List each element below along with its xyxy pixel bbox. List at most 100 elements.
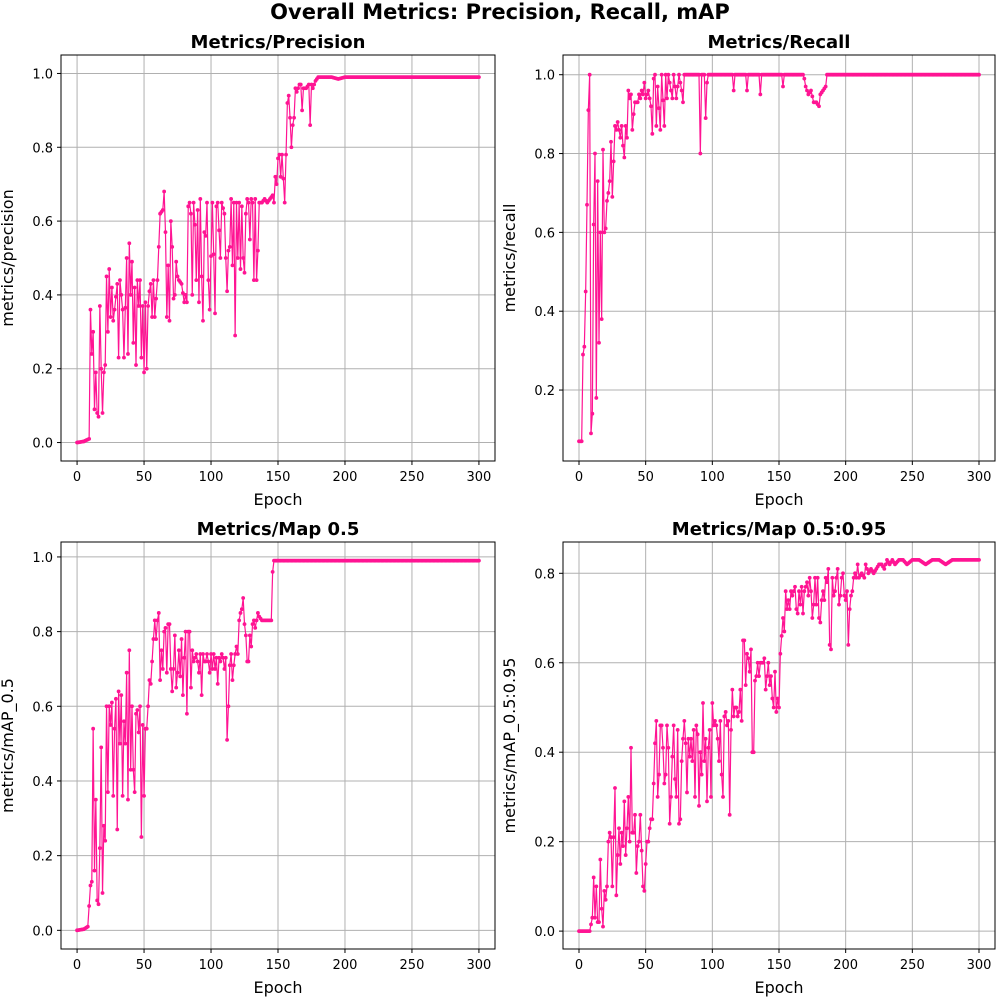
data-point bbox=[657, 772, 661, 777]
data-point bbox=[105, 329, 110, 334]
data-point bbox=[702, 72, 707, 77]
data-point bbox=[227, 245, 232, 249]
y-tick-label: 1.0 bbox=[32, 67, 53, 82]
data-point bbox=[187, 200, 192, 205]
data-point bbox=[637, 92, 641, 97]
x-tick-label: 200 bbox=[333, 958, 358, 973]
data-point bbox=[163, 230, 168, 235]
data-point bbox=[203, 659, 208, 664]
data-point bbox=[190, 648, 195, 653]
data-point bbox=[663, 772, 668, 777]
y-tick-label: 0.4 bbox=[534, 305, 555, 320]
data-point bbox=[250, 622, 255, 627]
data-point bbox=[249, 197, 254, 201]
data-point bbox=[763, 687, 768, 692]
data-point bbox=[666, 745, 671, 750]
data-point bbox=[659, 72, 664, 77]
data-point bbox=[242, 270, 247, 275]
data-point bbox=[641, 92, 645, 97]
data-point bbox=[116, 689, 121, 694]
data-point bbox=[642, 888, 647, 893]
data-point bbox=[849, 593, 853, 598]
data-point bbox=[246, 200, 251, 205]
data-point bbox=[243, 211, 248, 216]
subplot-4: 0 50 100 150 200 250 300 0.0 0.2 0.4 0.6 0.8 Metrics… bbox=[500, 519, 996, 997]
x-tick-label: 100 bbox=[700, 470, 725, 485]
data-point bbox=[654, 124, 659, 128]
data-point bbox=[115, 281, 120, 286]
data-point bbox=[634, 871, 639, 875]
x-tick-label: 250 bbox=[900, 470, 925, 485]
data-point bbox=[678, 80, 683, 85]
data-point bbox=[138, 278, 142, 283]
data-point bbox=[687, 754, 692, 759]
data-point bbox=[663, 72, 668, 77]
data-point bbox=[225, 738, 230, 742]
data-point bbox=[610, 884, 615, 889]
data-point bbox=[591, 875, 596, 880]
data-point bbox=[312, 82, 317, 87]
data-point bbox=[115, 827, 120, 832]
data-point bbox=[143, 300, 148, 305]
data-point bbox=[215, 200, 220, 205]
data-point bbox=[977, 557, 981, 562]
data-point bbox=[88, 307, 93, 312]
data-point bbox=[802, 76, 807, 81]
data-point bbox=[823, 84, 828, 89]
data-point bbox=[809, 88, 813, 93]
data-point bbox=[112, 726, 117, 731]
data-point bbox=[181, 291, 185, 295]
data-point bbox=[597, 340, 601, 345]
data-point bbox=[706, 745, 711, 750]
data-point bbox=[127, 648, 132, 653]
data-point bbox=[641, 884, 645, 889]
data-point bbox=[658, 127, 663, 132]
data-point bbox=[698, 750, 703, 755]
x-axis-label: Epoch bbox=[254, 490, 303, 509]
data-point bbox=[781, 616, 785, 620]
data-point bbox=[124, 256, 129, 260]
subplot-1: 0 50 100 150 200 250 300 0.0 0.2 0.4 0.6 0.8 1.0 Metr… bbox=[0, 32, 496, 509]
data-point bbox=[653, 72, 657, 77]
y-tick-label: 0.4 bbox=[32, 775, 53, 790]
data-point bbox=[202, 230, 207, 235]
data-point bbox=[713, 719, 717, 723]
data-point bbox=[701, 701, 705, 705]
data-point bbox=[237, 618, 242, 623]
data-point bbox=[801, 611, 805, 616]
data-point bbox=[211, 652, 216, 656]
data-point bbox=[635, 100, 640, 105]
data-point bbox=[703, 736, 708, 741]
data-point bbox=[646, 88, 651, 93]
data-point bbox=[829, 647, 833, 652]
data-point bbox=[657, 106, 661, 111]
data-point bbox=[237, 200, 242, 205]
data-point bbox=[747, 669, 752, 674]
data-point bbox=[693, 795, 697, 799]
data-point bbox=[814, 602, 819, 607]
data-point bbox=[762, 656, 767, 661]
data-point bbox=[197, 300, 201, 305]
data-point bbox=[284, 152, 288, 157]
data-point bbox=[777, 705, 781, 710]
data-point bbox=[134, 711, 138, 716]
data-point bbox=[642, 80, 647, 85]
data-point bbox=[755, 660, 760, 665]
data-point bbox=[673, 84, 677, 89]
data-point bbox=[254, 618, 259, 623]
data-point bbox=[246, 659, 251, 664]
data-point bbox=[831, 593, 836, 598]
y-axis-label: metrics/recall bbox=[500, 204, 519, 313]
x-tick-label: 0 bbox=[575, 470, 583, 485]
data-point bbox=[703, 116, 708, 120]
subplot-title: Metrics/Map 0.5 bbox=[197, 519, 360, 540]
data-point bbox=[178, 674, 183, 679]
data-point bbox=[646, 839, 651, 844]
y-tick-label: 0.6 bbox=[534, 657, 555, 672]
data-point bbox=[626, 88, 631, 93]
data-point bbox=[677, 821, 681, 826]
data-point bbox=[819, 598, 824, 603]
x-tick-label: 50 bbox=[637, 470, 654, 485]
data-point bbox=[617, 826, 621, 831]
